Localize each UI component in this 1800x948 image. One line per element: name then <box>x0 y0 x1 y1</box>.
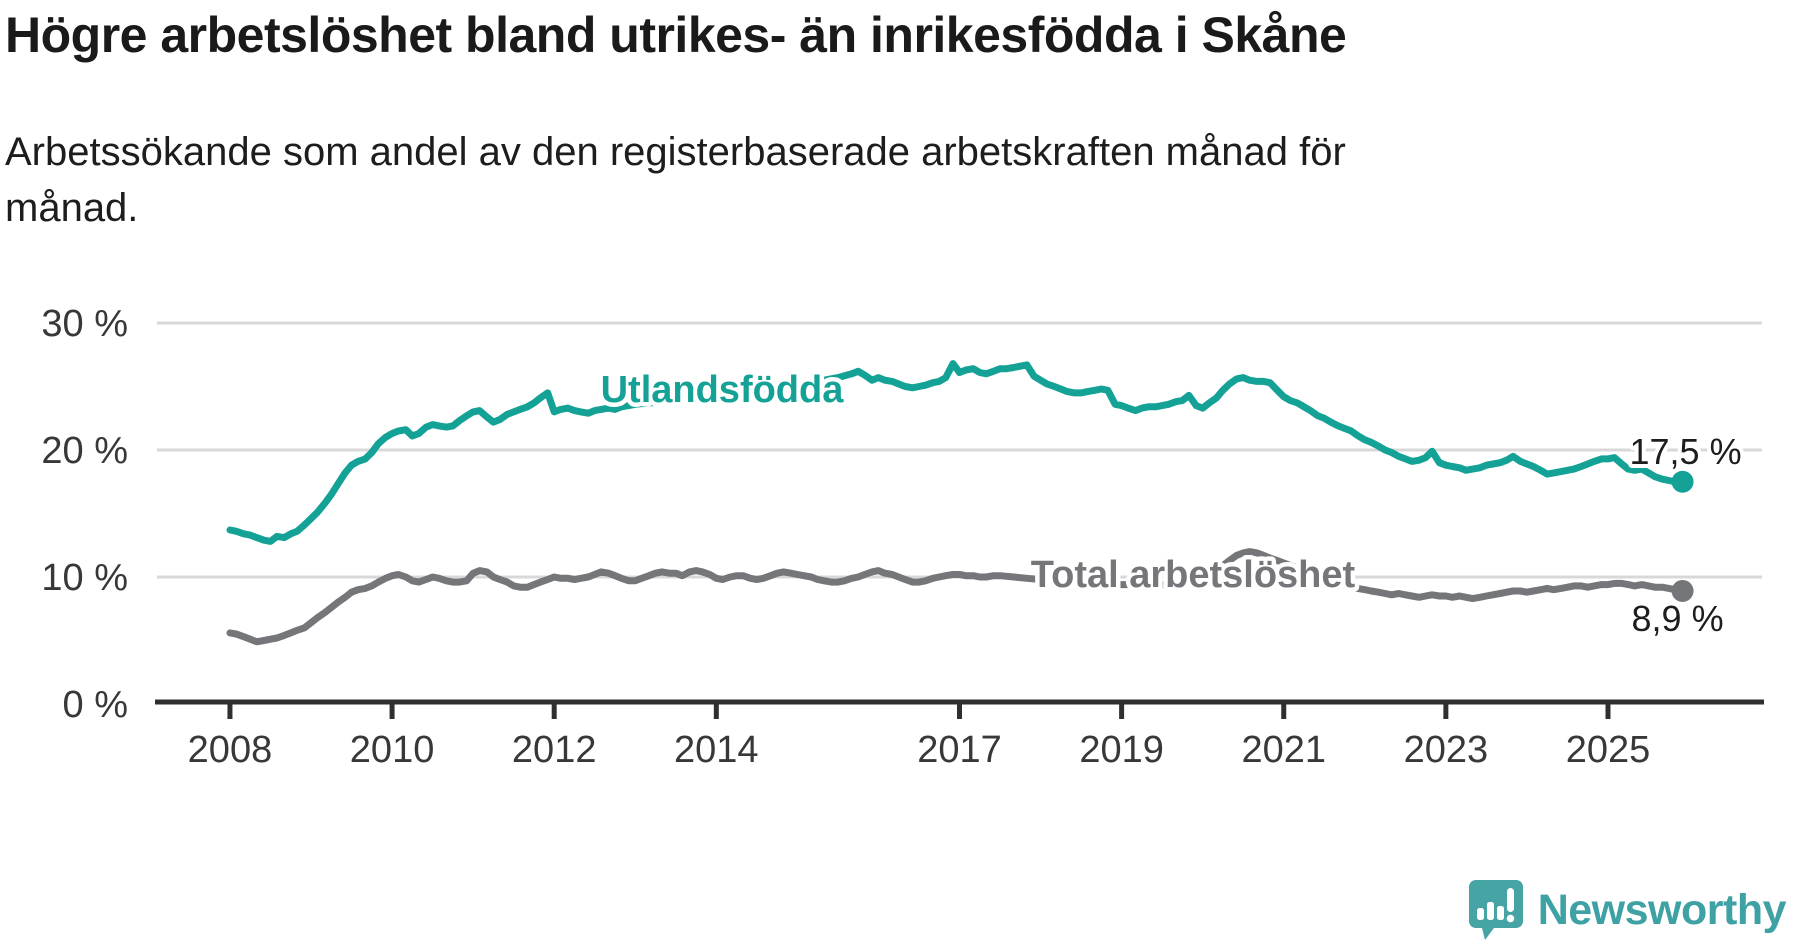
end-dot-1 <box>1671 579 1694 602</box>
series-line-1 <box>226 548 1687 646</box>
x-tick-label-2019: 2019 <box>1079 729 1164 771</box>
x-tick-label-2012: 2012 <box>512 729 597 771</box>
y-tick-label-30: 30 % <box>41 303 128 345</box>
x-tick-label-2010: 2010 <box>350 729 435 771</box>
page-title: Högre arbetslöshet bland utrikes- än inr… <box>5 7 1347 63</box>
x-tick-label-2017: 2017 <box>917 729 1002 771</box>
series-label-0: Utlandsfödda <box>601 369 845 411</box>
newsworthy-logo-text: Newsworthy <box>1537 885 1787 934</box>
x-tick-label-2025: 2025 <box>1566 729 1651 771</box>
x-tick-label-2008: 2008 <box>188 729 273 771</box>
end-value-label-1: 8,9 % <box>1632 598 1724 639</box>
y-tick-label-0: 0 % <box>63 684 128 726</box>
subtitle-line-2: månad. <box>5 186 139 230</box>
subtitle-line-1: Arbetssökande som andel av den registerb… <box>5 130 1346 174</box>
series-line-0 <box>226 360 1687 545</box>
end-value-label-0: 17,5 % <box>1630 431 1742 472</box>
newsworthy-logo: Newsworthy <box>1468 878 1787 942</box>
y-tick-label-20: 20 % <box>41 430 128 472</box>
x-tick-label-2014: 2014 <box>674 729 759 771</box>
bar-chart-speech-bubble-icon <box>1468 880 1523 940</box>
y-tick-label-10: 10 % <box>41 557 128 599</box>
end-dot-0 <box>1671 470 1694 493</box>
x-tick-label-2021: 2021 <box>1241 729 1326 771</box>
chart-subtitle: Arbetssökande som andel av den registerb… <box>5 124 1505 236</box>
series-label-1: Total arbetslöshet <box>1031 554 1356 596</box>
x-tick-label-2023: 2023 <box>1404 729 1489 771</box>
